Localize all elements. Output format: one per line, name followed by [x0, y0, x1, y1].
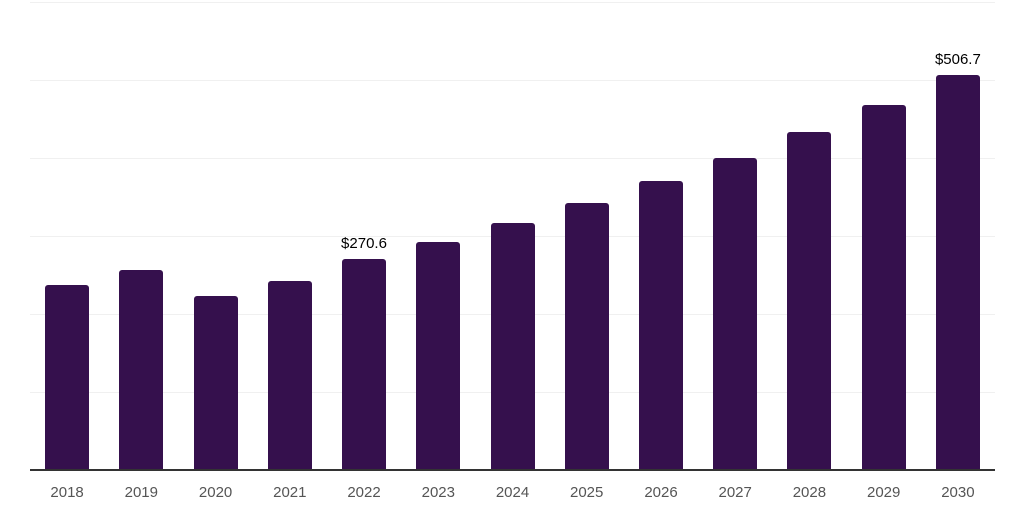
- bar-2025: [564, 202, 609, 470]
- x-tick-2023: 2023: [421, 484, 455, 501]
- x-tick-2026: 2026: [644, 484, 678, 501]
- x-tick-2027: 2027: [718, 484, 752, 501]
- gridline-400: [30, 158, 995, 159]
- x-tick-2024: 2024: [495, 484, 530, 501]
- x-tick-2019: 2019: [124, 484, 158, 501]
- value-label-2022: $270.6: [341, 234, 387, 252]
- bar-2020: [193, 295, 238, 470]
- x-tick-2030: 2030: [941, 484, 975, 501]
- gridline-600: [30, 2, 995, 3]
- value-label-2030: $506.7: [934, 50, 981, 68]
- x-tick-2022: 2022: [347, 484, 381, 501]
- bar-2029: [861, 104, 906, 470]
- x-tick-2029: 2029: [867, 484, 901, 501]
- x-tick-2021: 2021: [273, 484, 307, 501]
- x-tick-2020: 2020: [198, 484, 233, 501]
- bar-2019: [119, 270, 164, 470]
- bar-2026: [639, 181, 683, 470]
- bar-2030: [935, 74, 980, 470]
- bar-2023: [416, 241, 461, 470]
- x-tick-2018: 2018: [50, 484, 84, 501]
- x-tick-2025: 2025: [570, 484, 604, 501]
- x-axis-line: [30, 469, 995, 471]
- bar-2027: [713, 157, 758, 470]
- x-tick-2028: 2028: [792, 484, 827, 501]
- bar-2022: [342, 258, 386, 470]
- bar-2028: [787, 132, 832, 470]
- bar-2018: [45, 284, 90, 470]
- bar-2024: [490, 223, 535, 470]
- bar-2021: [267, 280, 312, 470]
- gridline-500: [30, 80, 995, 81]
